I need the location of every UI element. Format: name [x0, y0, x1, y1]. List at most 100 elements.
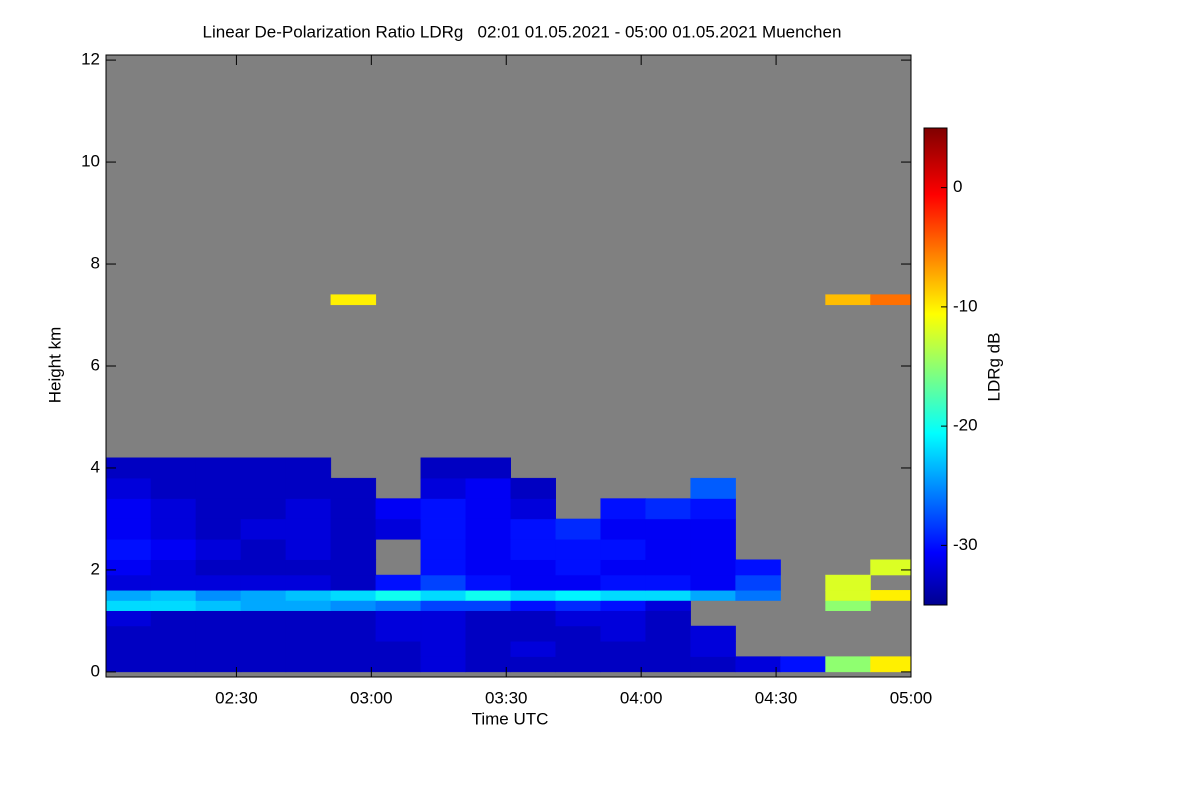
heatmap-cell: [195, 600, 242, 611]
heatmap-cell: [420, 625, 467, 642]
heatmap-cell: [555, 600, 601, 611]
heatmap-cell: [150, 457, 197, 479]
heatmap-cell: [330, 625, 377, 642]
heatmap-cell: [285, 610, 332, 627]
heatmap-cell: [330, 600, 377, 611]
heatmap-cell: [195, 457, 242, 479]
heatmap-cell: [510, 610, 556, 627]
heatmap-cell: [420, 610, 467, 627]
x-tick-label: 04:00: [620, 688, 663, 707]
heatmap-cell: [600, 600, 646, 611]
heatmap-cell: [600, 559, 646, 576]
heatmap-cell: [735, 656, 781, 673]
heatmap-cell: [870, 590, 912, 601]
heatmap-cell: [690, 559, 736, 576]
heatmap-cell: [600, 610, 646, 627]
heatmap-cell: [375, 574, 422, 591]
heatmap-cell: [285, 559, 332, 576]
heatmap-cell: [150, 610, 197, 627]
heatmap-cell: [240, 477, 287, 499]
heatmap-cell: [555, 641, 601, 657]
heatmap-cell: [150, 625, 197, 642]
heatmap-cell: [465, 610, 511, 627]
heatmap-cell: [510, 590, 556, 601]
heatmap-cell: [510, 539, 556, 560]
chart-title: Linear De-Polarization Ratio LDRg 02:01 …: [203, 22, 842, 41]
heatmap-cell: [285, 518, 332, 540]
heatmap-cell: [645, 518, 691, 540]
heatmap-cell: [465, 539, 511, 560]
heatmap-cell: [420, 574, 467, 591]
heatmap-cell: [150, 539, 197, 560]
heatmap-cell: [375, 518, 422, 540]
y-tick-label: 0: [91, 661, 100, 680]
heatmap-cell: [105, 518, 152, 540]
heatmap-cell: [600, 574, 646, 591]
heatmap-cell: [645, 574, 691, 591]
heatmap-cell: [510, 656, 556, 673]
heatmap-cell: [690, 641, 736, 657]
heatmap-cell: [195, 477, 242, 499]
heatmap-cell: [330, 477, 377, 499]
y-tick-label: 12: [81, 50, 100, 69]
heatmap-cell: [600, 498, 646, 520]
heatmap-cell: [510, 559, 556, 576]
heatmap-cell: [285, 600, 332, 611]
y-axis-label: Height km: [45, 327, 64, 404]
heatmap-cell: [285, 625, 332, 642]
colorbar-tick-label: -20: [953, 416, 978, 435]
heatmap-cell: [105, 625, 152, 642]
heatmap-cell: [285, 498, 332, 520]
heatmap-cell: [645, 641, 691, 657]
heatmap-cell: [600, 625, 646, 642]
heatmap-cell: [240, 518, 287, 540]
heatmap-cell: [600, 518, 646, 540]
heatmap-cell: [285, 641, 332, 657]
heatmap-cell: [105, 590, 152, 601]
heatmap-cell: [420, 559, 467, 576]
heatmap-cell: [330, 498, 377, 520]
heatmap-cell: [375, 498, 422, 520]
heatmap-cell: [600, 656, 646, 673]
heatmap-cell: [780, 656, 826, 673]
heatmap-cell: [150, 600, 197, 611]
y-tick-label: 10: [81, 152, 100, 171]
heatmap-cell: [555, 518, 601, 540]
heatmap-cell: [150, 559, 197, 576]
heatmap-cell: [825, 590, 871, 601]
heatmap-cell: [240, 600, 287, 611]
heatmap-cell: [465, 457, 511, 479]
heatmap-cell: [330, 610, 377, 627]
heatmap-cell: [285, 574, 332, 591]
heatmap-cell: [150, 641, 197, 657]
y-tick-label: 2: [91, 559, 100, 578]
heatmap-cell: [555, 656, 601, 673]
heatmap-cell: [240, 641, 287, 657]
heatmap-cell: [150, 590, 197, 601]
heatmap-cell: [420, 590, 467, 601]
heatmap-cell: [150, 518, 197, 540]
heatmap-cell: [465, 600, 511, 611]
heatmap-cell: [195, 590, 242, 601]
heatmap-cell: [870, 559, 912, 576]
heatmap-cell: [330, 656, 377, 673]
heatmap-cell: [690, 590, 736, 601]
x-tick-label: 02:30: [215, 688, 258, 707]
heatmap-cell: [645, 539, 691, 560]
heatmap-cell: [195, 610, 242, 627]
heatmap-cell: [240, 498, 287, 520]
heatmap-cell: [105, 498, 152, 520]
heatmap-cell: [105, 559, 152, 576]
heatmap-cell: [600, 641, 646, 657]
x-tick-label: 03:30: [485, 688, 528, 707]
heatmap-cell: [465, 641, 511, 657]
heatmap-cell: [555, 559, 601, 576]
heatmap-cell: [195, 539, 242, 560]
heatmap-cell: [510, 518, 556, 540]
heatmap-cell: [645, 559, 691, 576]
heatmap-cell: [105, 477, 152, 499]
heatmap-cell: [735, 590, 781, 601]
colorbar-tick-label: 0: [953, 177, 962, 196]
heatmap-cell: [465, 498, 511, 520]
